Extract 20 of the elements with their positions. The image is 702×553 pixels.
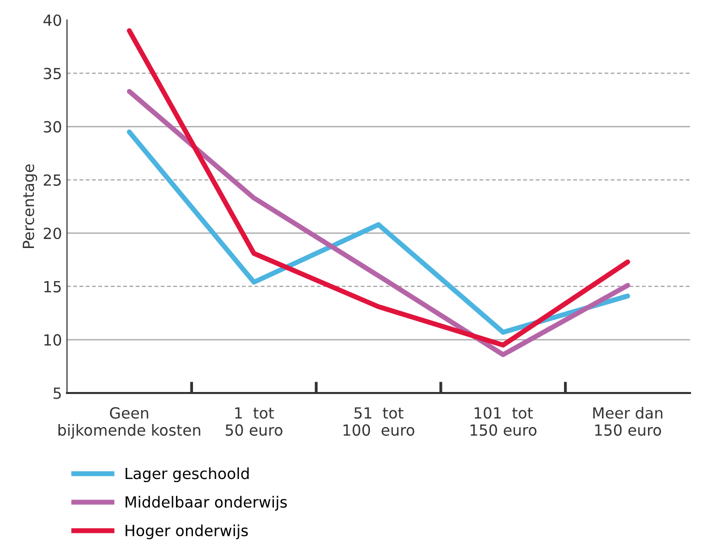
y-tick-label: 20 xyxy=(44,228,62,240)
legend-label: Middelbaar onderwijs xyxy=(126,496,287,511)
x-tick-label: Geen bijkomende kosten xyxy=(58,407,200,439)
x-tick-label: 101 tot 150 euro xyxy=(470,407,536,436)
y-tick-label: 10 xyxy=(44,334,62,346)
x-tick-label: Meer dan 150 euro xyxy=(593,406,662,436)
x-tick-label: 51 tot 100 euro xyxy=(344,407,414,436)
legend-label: Lager geschoold xyxy=(126,467,249,482)
y-tick-label: 5 xyxy=(54,388,61,400)
y-tick-label: 15 xyxy=(44,281,61,292)
line-series xyxy=(126,88,630,358)
line-series xyxy=(126,28,630,348)
x-tick-label: 1 tot 50 euro xyxy=(226,407,282,436)
y-tick-label: 25 xyxy=(44,174,61,186)
y-axis-title: Percentage xyxy=(22,164,38,248)
y-tick-label: 40 xyxy=(43,14,62,26)
legend-label: Hoger onderwijs xyxy=(126,524,248,540)
line-series xyxy=(126,129,630,335)
y-tick-label: 35 xyxy=(44,68,61,80)
y-tick-label: 30 xyxy=(44,121,62,133)
